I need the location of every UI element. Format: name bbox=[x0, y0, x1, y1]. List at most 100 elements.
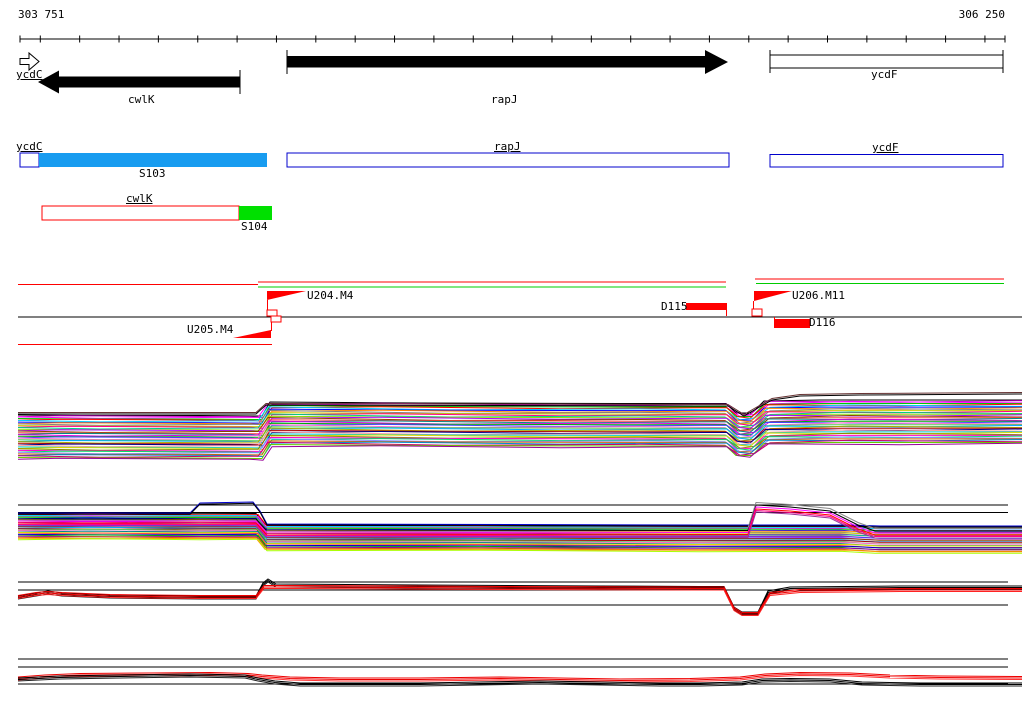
expression-trace bbox=[17, 422, 1023, 441]
gene-box-ycdF[interactable] bbox=[769, 50, 1004, 73]
gene-track bbox=[19, 50, 1004, 94]
expression-trace bbox=[17, 434, 1022, 452]
expression-trace bbox=[18, 508, 1022, 536]
gene-arrow-rapJ[interactable] bbox=[286, 50, 728, 74]
gene-label-cwlK-top: cwlK bbox=[128, 93, 155, 106]
feature-D115[interactable] bbox=[686, 303, 727, 310]
expression-trace bbox=[17, 410, 1022, 428]
expression-trace bbox=[17, 442, 1023, 461]
segment-S103-box[interactable] bbox=[39, 153, 267, 167]
expression-trace bbox=[17, 528, 1022, 543]
feature-U204-box-b[interactable] bbox=[270, 315, 282, 323]
expression-trace bbox=[17, 671, 1023, 680]
marker-label-D115: D115 bbox=[661, 300, 688, 313]
rapJ-arrowhead bbox=[705, 50, 728, 74]
expression-trace bbox=[17, 676, 1022, 687]
gene-arrow-cwlK[interactable] bbox=[38, 70, 241, 94]
expression-trace bbox=[17, 406, 1022, 424]
marker-label-U204: U204.M4 bbox=[307, 289, 354, 302]
ycdC-segment-box[interactable] bbox=[19, 152, 40, 168]
gene-label-rapJ-top: rapJ bbox=[491, 93, 518, 106]
feature-U204-box-a[interactable] bbox=[266, 309, 278, 317]
expression-trace bbox=[17, 673, 1022, 684]
expression-trace bbox=[17, 588, 1022, 616]
expression-trace bbox=[17, 417, 1023, 436]
marker-label-D116: D116 bbox=[809, 316, 836, 329]
gene-label-rapJ-segment[interactable]: rapJ bbox=[494, 140, 521, 153]
expression-trace bbox=[18, 511, 1022, 539]
coordinate-right: 306 250 bbox=[958, 8, 1005, 21]
rapJ-segment-box[interactable] bbox=[286, 152, 730, 168]
marker-label-U206: U206.M11 bbox=[792, 289, 845, 302]
expression-trace bbox=[17, 537, 1022, 553]
expression-trace bbox=[18, 504, 1022, 532]
expression-trace bbox=[17, 428, 1023, 447]
rapJ-arrow-body bbox=[287, 56, 705, 68]
expression-trace bbox=[17, 411, 1023, 430]
expression-trace bbox=[17, 530, 1022, 545]
expression-trace bbox=[17, 526, 1022, 541]
expression-trace bbox=[17, 407, 1023, 426]
expression-trace bbox=[17, 431, 1022, 449]
expression-trace bbox=[17, 427, 1022, 445]
expression-trace bbox=[17, 403, 1022, 420]
expression-trace bbox=[17, 514, 1022, 530]
expression-panel-2 bbox=[17, 501, 1022, 554]
expression-trace bbox=[17, 424, 1022, 442]
ycdF-box bbox=[769, 54, 1004, 69]
expression-trace bbox=[18, 506, 1022, 534]
expression-trace bbox=[17, 407, 1023, 426]
expression-panel-3 bbox=[17, 578, 1022, 616]
expression-trace bbox=[18, 502, 1022, 528]
expression-trace bbox=[17, 524, 1022, 539]
expression-trace bbox=[17, 533, 1022, 549]
gene-label-cwlK-segment[interactable]: cwlK bbox=[126, 192, 153, 205]
feature-U206.M11[interactable] bbox=[754, 291, 792, 301]
expression-trace bbox=[17, 417, 1022, 435]
expression-trace bbox=[17, 442, 1022, 459]
shift-marker-track bbox=[18, 278, 1022, 345]
expression-trace bbox=[17, 425, 1023, 444]
coordinate-left: 303 751 bbox=[18, 8, 65, 21]
segment-label-S103: S103 bbox=[139, 167, 166, 180]
gene-label-ycdC-top[interactable]: ycdC bbox=[16, 68, 43, 81]
expression-trace bbox=[17, 421, 1023, 440]
expression-trace bbox=[17, 413, 1022, 431]
expression-trace bbox=[18, 393, 1023, 417]
cwlK-arrowhead bbox=[38, 70, 59, 94]
feature-U205.M4[interactable] bbox=[233, 330, 271, 338]
segment-track bbox=[19, 152, 1004, 221]
segment-label-S104: S104 bbox=[241, 220, 268, 233]
feature-U206-box[interactable] bbox=[751, 308, 763, 317]
gene-label-ycdF-segment[interactable]: ycdF bbox=[872, 141, 899, 154]
ruler bbox=[19, 35, 1006, 43]
expression-panel-4 bbox=[17, 658, 1023, 687]
expression-trace bbox=[18, 501, 1022, 529]
gene-label-ycdC-segment[interactable]: ycdC bbox=[16, 140, 43, 153]
cwlK-outline-box[interactable] bbox=[41, 205, 240, 221]
feature-D116[interactable] bbox=[774, 319, 810, 328]
expression-trace bbox=[17, 674, 1022, 685]
gene-arrow-ycdC[interactable] bbox=[19, 51, 40, 72]
expression-trace bbox=[17, 414, 1023, 434]
expression-trace bbox=[17, 586, 1022, 615]
expression-trace bbox=[17, 399, 1022, 417]
segment-S104-box[interactable] bbox=[239, 206, 272, 220]
expression-trace bbox=[18, 392, 1023, 416]
feature-U204.M4[interactable] bbox=[267, 291, 306, 300]
expression-trace bbox=[17, 538, 1022, 554]
ycdF-segment-box[interactable] bbox=[769, 154, 1004, 168]
expression-trace bbox=[17, 535, 1022, 551]
expression-panels bbox=[17, 392, 1023, 687]
gene-label-ycdF-top: ycdF bbox=[871, 68, 898, 81]
expression-trace bbox=[17, 410, 1023, 429]
expression-trace bbox=[17, 432, 1023, 451]
expression-trace bbox=[17, 585, 1022, 613]
expression-panel-1 bbox=[17, 392, 1023, 461]
expression-trace bbox=[17, 429, 1023, 448]
expression-trace bbox=[17, 439, 1023, 458]
expression-trace bbox=[17, 432, 1023, 451]
marker-label-U205: U205.M4 bbox=[187, 323, 234, 336]
